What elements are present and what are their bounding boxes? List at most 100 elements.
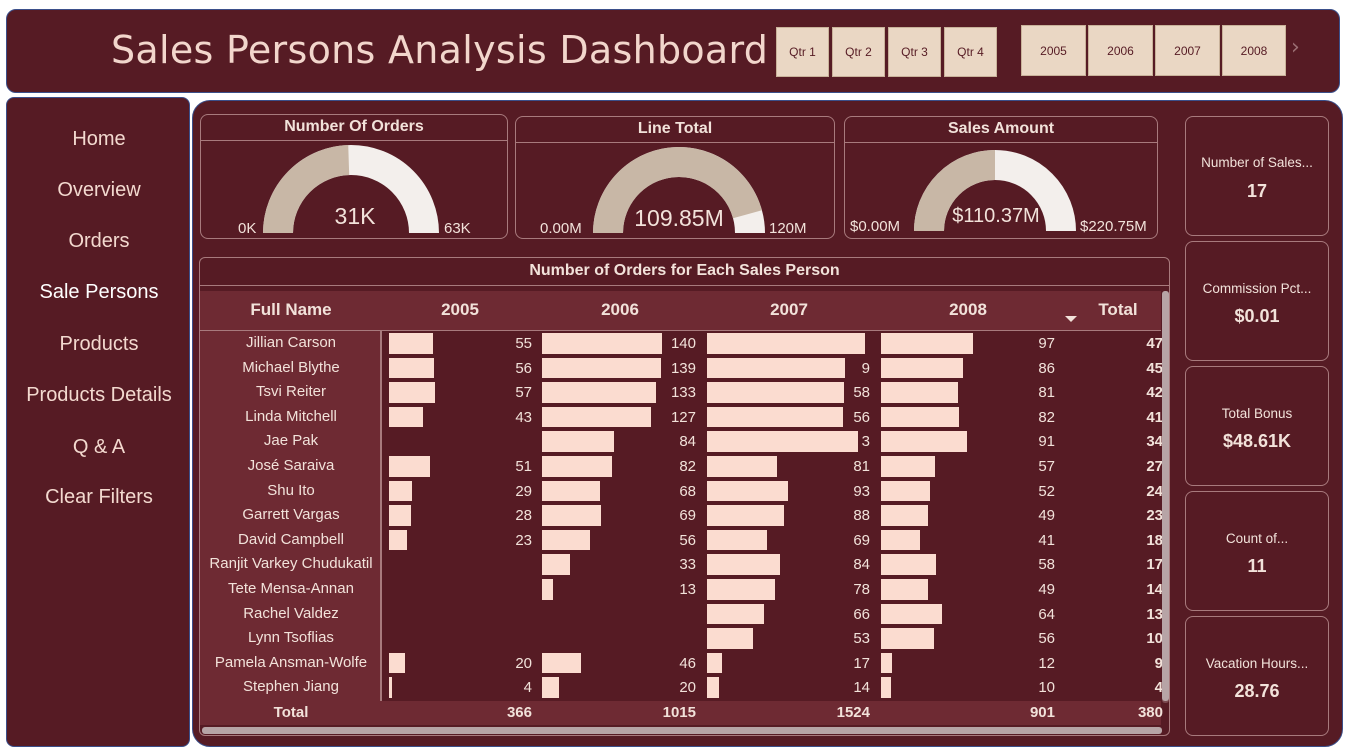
nav-products-details[interactable]: Products Details [26,384,172,406]
kpi-vacation-hours[interactable]: Vacation Hours... 28.76 [1185,616,1329,736]
gauge-min-label: 0K [238,220,257,237]
value-2005: 23 [515,531,532,549]
value-2007: 81 [853,458,870,475]
table-row[interactable]: Lynn Tsoflias 53 56 10 [200,626,1163,651]
total-2006: 1015 [662,704,696,721]
table-row[interactable]: Jillian Carson 55 140 97 47 [200,331,1163,356]
bar-2006 [542,505,602,526]
table-row[interactable]: David Campbell 23 56 69 41 18 [200,528,1163,553]
nav-products[interactable]: Products [59,333,139,355]
kpi-number-of-sales[interactable]: Number of Sales... 17 [1185,116,1329,236]
table-row[interactable]: José Saraiva 51 82 81 57 27 [200,454,1163,479]
value-total: 42 [1146,384,1163,402]
nav-home[interactable]: Home [72,128,126,150]
gauge-min-label: $0.00M [850,218,901,235]
value-2007: 84 [853,556,870,574]
value-2007: 58 [853,384,870,402]
year-button-2008[interactable]: 2008 [1222,25,1286,76]
person-name: Stephen Jiang [243,678,339,696]
kpi-count[interactable]: Count of... 11 [1185,491,1329,611]
value-2007: 14 [853,679,870,697]
gauge-max-label: 63K [444,220,471,237]
table-row[interactable]: Pamela Ansman-Wolfe 20 46 17 12 9 [200,651,1163,676]
column-header-2008[interactable]: 2008 [949,300,987,319]
orders-table[interactable]: Number of Orders for Each Sales Person F… [199,257,1170,736]
value-2005: 55 [515,335,532,352]
person-name: Tete Mensa-Annan [228,580,354,597]
value-2005: 51 [515,458,532,475]
table-title: Number of Orders for Each Sales Person [200,258,1169,286]
bar-2007 [707,431,858,452]
bar-2005 [389,333,433,354]
nav-orders[interactable]: Orders [68,230,130,252]
person-name: Linda Mitchell [245,407,337,425]
table-row[interactable]: Jae Pak 84 3 91 34 [200,429,1163,454]
table-total-row: Total 366 1015 1524 901 380 [200,701,1163,725]
bar-2007 [707,603,765,625]
table-row[interactable]: Michael Blythe 56 139 9 86 45 [200,356,1163,381]
kpi-value: $48.61K [1222,431,1292,451]
gauge-max-label: 120M [769,220,807,237]
chevron-right-icon[interactable]: › [1291,35,1300,60]
year-button-2007[interactable]: 2007 [1155,25,1220,76]
value-2006: 56 [679,531,696,549]
column-header-total[interactable]: Total [1098,300,1138,319]
gauge-value: 31K [334,203,376,229]
nav-clear-filters[interactable]: Clear Filters [45,486,153,508]
quarter-button-q4[interactable]: Qtr 4 [944,27,997,77]
column-header-2006[interactable]: 2006 [601,300,639,319]
total-2008: 901 [1029,704,1055,721]
nav-overview[interactable]: Overview [57,179,141,201]
value-2007: 66 [853,605,870,623]
nav-sale-persons[interactable]: Sale Persons [39,281,159,303]
column-header-full-name[interactable]: Full Name [250,300,332,319]
bar-2008 [881,480,931,502]
value-2005: 57 [515,384,532,402]
bar-2006 [542,357,662,379]
gauge-line-total[interactable]: Line Total 0.00M 109.85M 120M [515,116,835,239]
quarter-button-q3[interactable]: Qtr 3 [888,27,941,77]
value-2005: 4 [523,679,532,697]
quarter-button-q2[interactable]: Qtr 2 [832,27,885,77]
kpi-total-bonus[interactable]: Total Bonus $48.61K [1185,366,1329,486]
table-row[interactable]: Rachel Valdez 66 64 13 [200,602,1163,627]
value-total: 18 [1146,531,1163,549]
value-2005: 20 [515,654,532,672]
column-header-2005[interactable]: 2005 [441,300,479,319]
total-label: Total [273,704,309,721]
gauge-number-of-orders[interactable]: Number Of Orders 0K 31K 63K [200,114,508,239]
value-2006: 84 [679,433,696,451]
value-total: 41 [1146,408,1163,426]
year-button-2005[interactable]: 2005 [1021,25,1086,76]
table-row[interactable]: Tsvi Reiter 57 133 58 81 42 [200,380,1163,405]
bar-2007 [707,529,768,551]
value-total: 17 [1146,556,1163,574]
table-row[interactable]: Shu Ito 29 68 93 52 24 [200,479,1163,504]
bar-2007 [707,480,788,502]
bar-2007 [707,628,754,649]
bar-2008 [881,579,928,600]
year-button-2006[interactable]: 2006 [1088,25,1153,76]
table-row[interactable]: Linda Mitchell 43 127 56 82 41 [200,405,1163,430]
gauge-sales-amount[interactable]: Sales Amount $0.00M $110.37M $220.75M [844,116,1158,239]
table-row[interactable]: Stephen Jiang 4 20 14 10 4 [200,675,1163,700]
value-2006: 20 [679,679,696,697]
kpi-commission-pct[interactable]: Commission Pct... $0.01 [1185,241,1329,361]
bar-2006 [542,456,613,477]
sort-descending-icon[interactable] [1065,316,1077,322]
nav-qa[interactable]: Q & A [72,436,126,458]
horizontal-scrollbar[interactable] [202,727,1162,734]
vertical-scrollbar-thumb[interactable] [1162,291,1169,701]
quarter-button-q1[interactable]: Qtr 1 [776,27,829,77]
table-row[interactable]: Ranjit Varkey Chudukatil 33 84 58 17 [200,552,1163,577]
bar-2006 [542,652,582,674]
page-title: Sales Persons Analysis Dashboard [111,28,769,72]
value-2008: 81 [1038,384,1055,402]
table-row[interactable]: Garrett Vargas 28 69 88 49 23 [200,503,1163,528]
column-header-2007[interactable]: 2007 [770,300,808,319]
value-2008: 41 [1038,531,1055,549]
table-row[interactable]: Tete Mensa-Annan 13 78 49 14 [200,577,1163,602]
value-2006: 82 [679,458,696,475]
bar-2006 [542,677,560,698]
